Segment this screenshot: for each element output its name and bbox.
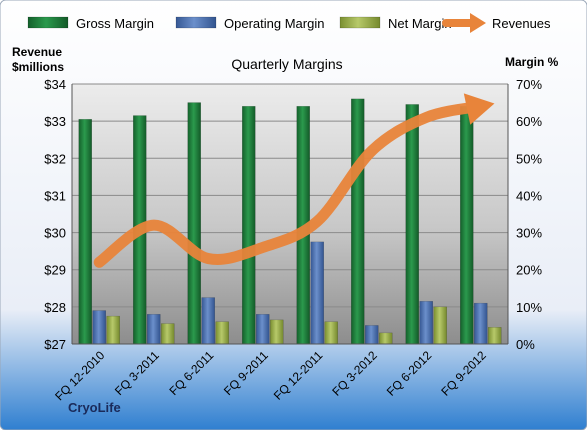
- legend-operating-margin-label: Operating Margin: [224, 16, 324, 31]
- gross-margin-bar: [351, 99, 364, 344]
- operating-margin-bar: [147, 314, 160, 344]
- net-margin-bar: [216, 322, 229, 344]
- legend-revenues-label: Revenues: [492, 16, 551, 31]
- net-margin-bar: [434, 307, 447, 344]
- right-tick-label: 0%: [516, 337, 535, 352]
- operating-margin-bar: [474, 303, 487, 344]
- gross-margin-bar: [79, 119, 92, 344]
- left-tick-label: $33: [44, 114, 66, 129]
- right-tick-label: 50%: [516, 151, 542, 166]
- gross-margin-bar: [242, 106, 255, 344]
- net-margin-bar: [270, 320, 283, 344]
- gross-margin-bar: [188, 103, 201, 344]
- operating-margin-bar: [311, 242, 324, 344]
- legend-gross-margin-swatch: [28, 17, 68, 28]
- legend-net-margin-swatch: [340, 17, 380, 28]
- right-tick-label: 30%: [516, 226, 542, 241]
- left-tick-label: $34: [44, 77, 66, 92]
- left-tick-label: $32: [44, 151, 66, 166]
- chart-title: Quarterly Margins: [231, 56, 342, 72]
- left-tick-label: $27: [44, 337, 66, 352]
- net-margin-bar: [161, 324, 174, 344]
- source-label: CryoLife: [68, 400, 121, 415]
- net-margin-bar: [488, 327, 501, 344]
- legend-operating-margin-swatch: [176, 17, 216, 28]
- right-axis-title: Margin %: [505, 55, 559, 69]
- left-axis-title-line2: $millions: [12, 60, 64, 74]
- right-tick-label: 10%: [516, 300, 542, 315]
- left-axis-title-line1: Revenue: [12, 45, 62, 59]
- left-tick-label: $29: [44, 263, 66, 278]
- legend-gross-margin-label: Gross Margin: [76, 16, 154, 31]
- gross-margin-bar: [406, 104, 419, 344]
- operating-margin-bar: [93, 311, 106, 344]
- left-tick-label: $28: [44, 300, 66, 315]
- operating-margin-bar: [420, 301, 433, 344]
- left-tick-label: $30: [44, 226, 66, 241]
- operating-margin-bar: [365, 325, 378, 344]
- operating-margin-bar: [202, 298, 215, 344]
- right-tick-label: 20%: [516, 263, 542, 278]
- net-margin-bar: [325, 322, 338, 344]
- right-tick-label: 40%: [516, 188, 542, 203]
- right-tick-label: 70%: [516, 77, 542, 92]
- net-margin-bar: [379, 333, 392, 344]
- right-tick-label: 60%: [516, 114, 542, 129]
- left-tick-label: $31: [44, 188, 66, 203]
- operating-margin-bar: [256, 314, 269, 344]
- net-margin-bar: [107, 316, 120, 344]
- gross-margin-bar: [460, 106, 473, 344]
